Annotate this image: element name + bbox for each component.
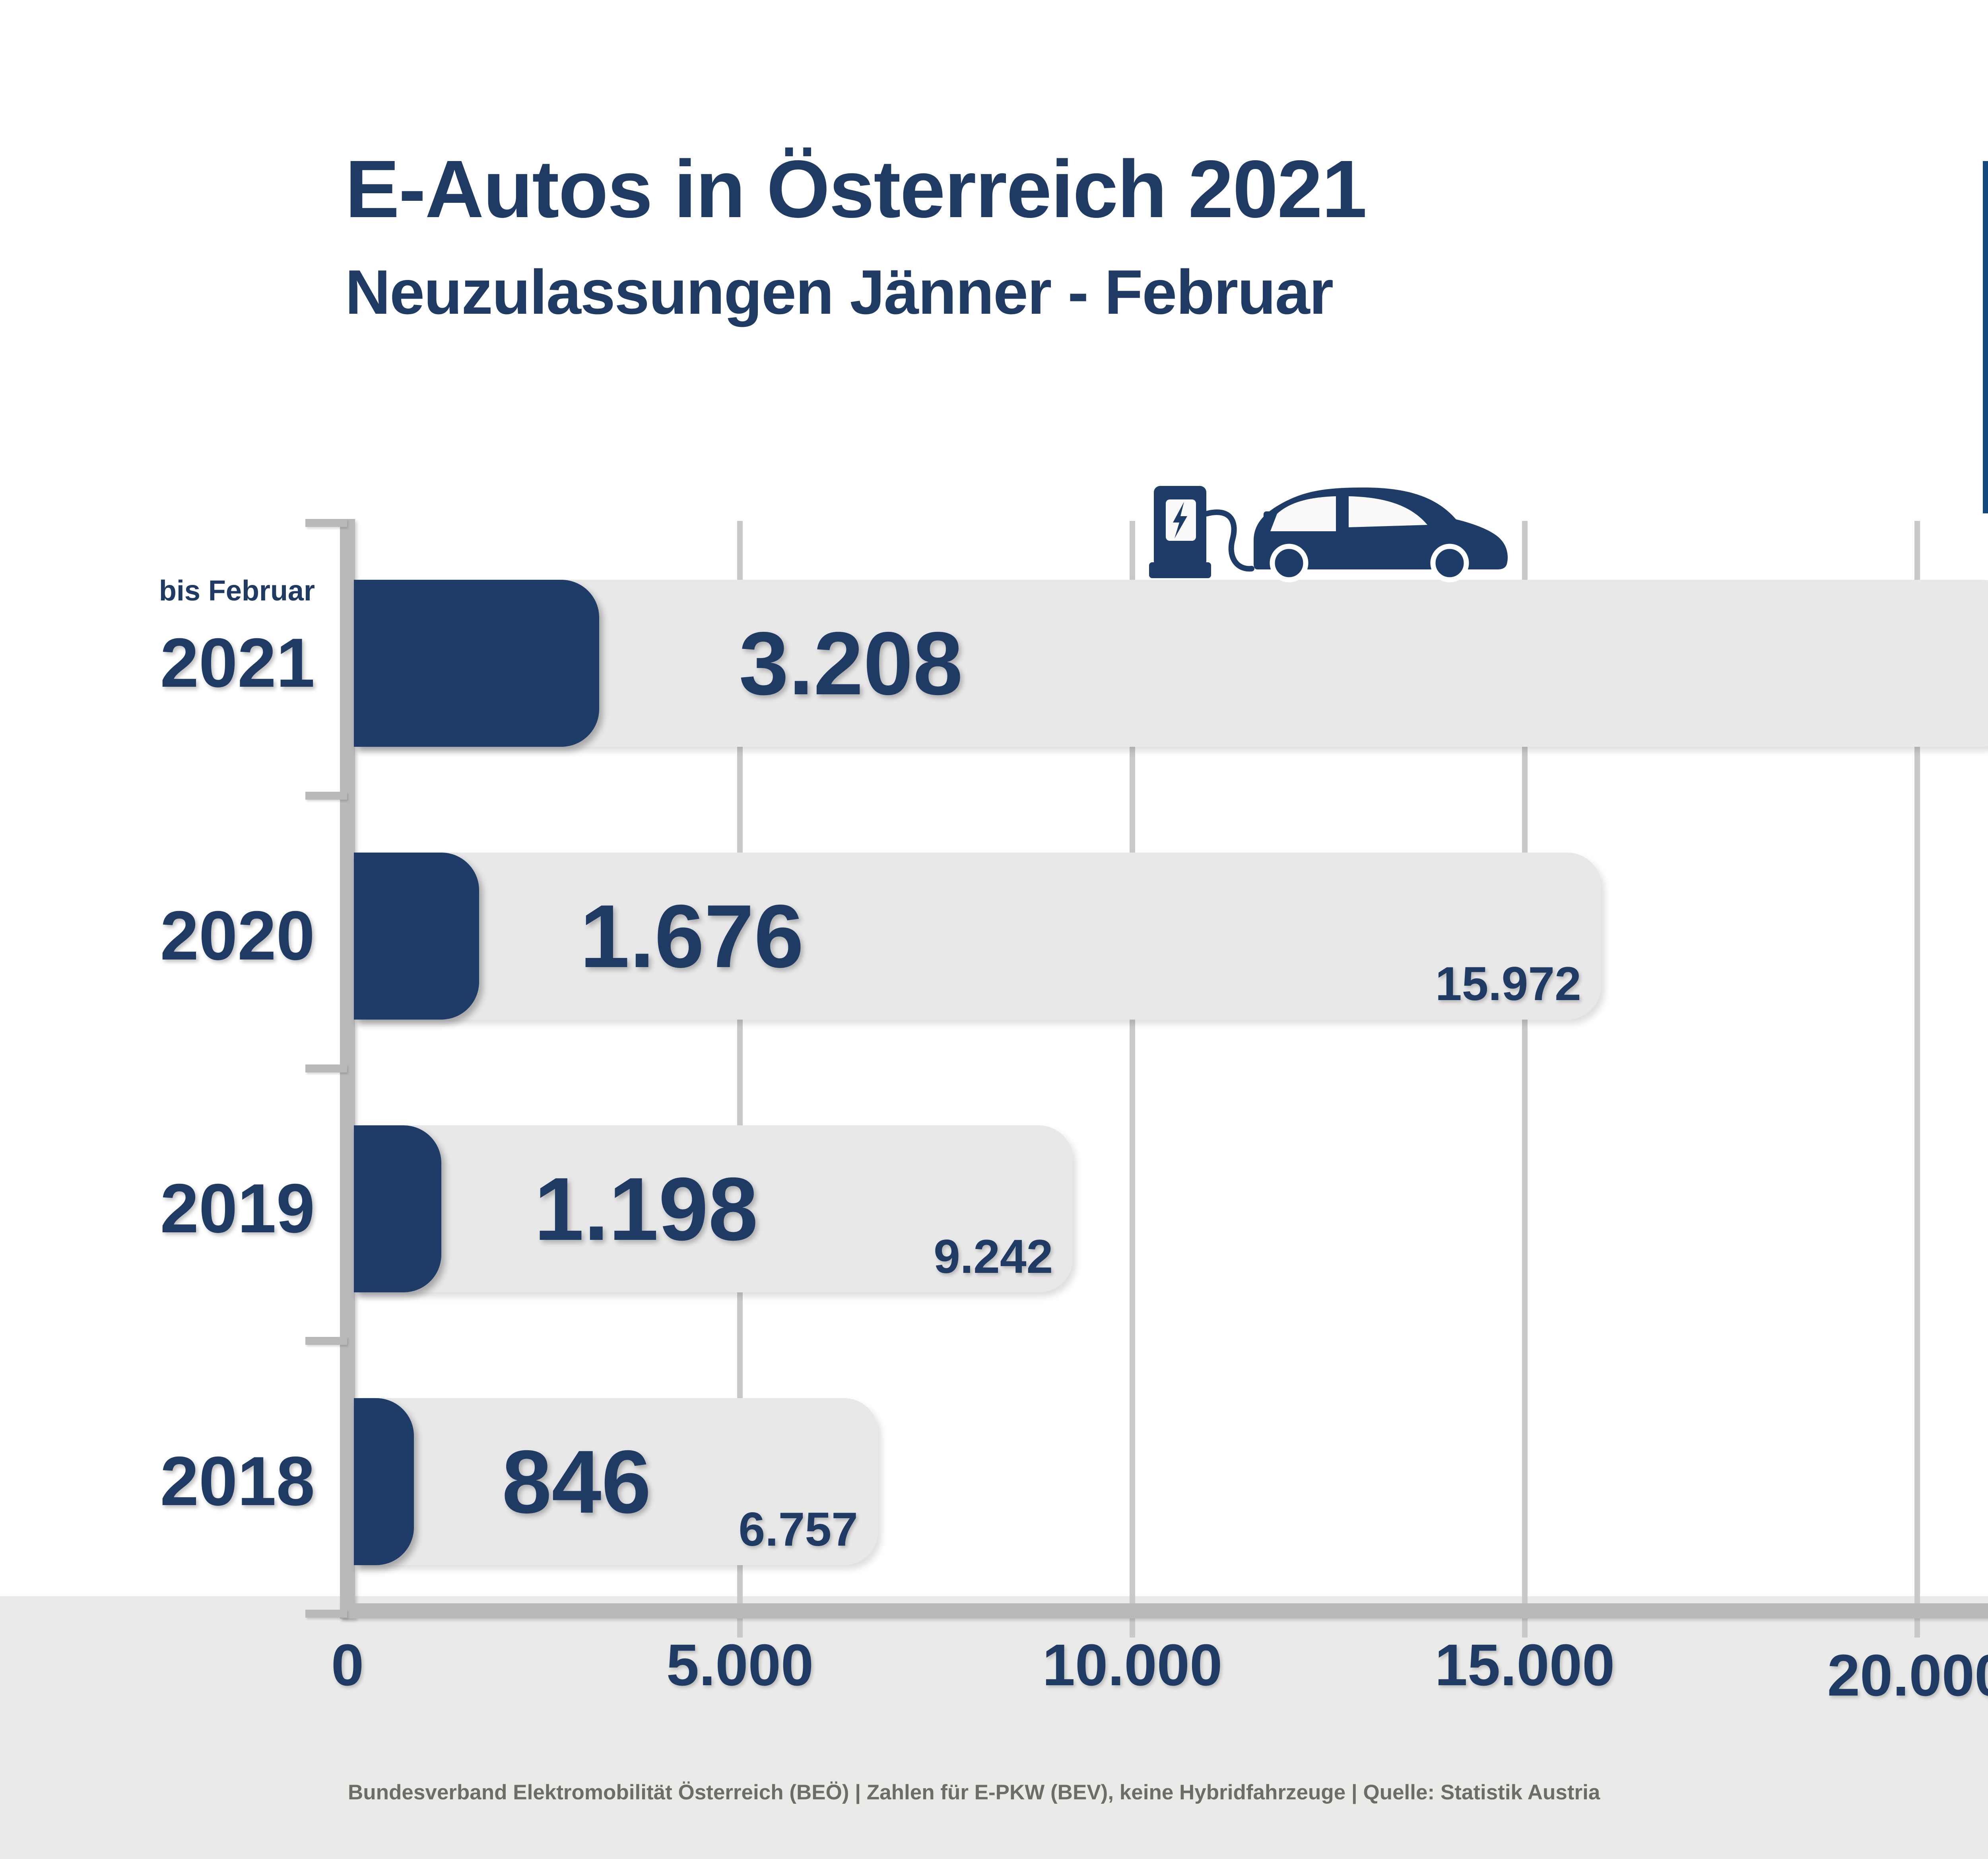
charging-station-icon [1149,486,1254,578]
car-rear-wheel [1430,544,1469,583]
car-front-wheel [1270,544,1309,583]
bottom-band [0,1596,1988,1859]
category-label-2019: 2019 [160,1170,315,1247]
x-tick-label-5.000: 5.000 [666,1632,814,1698]
page-title: E-Autos in Österreich 2021 [345,144,1367,235]
y-axis-tick-1 [305,792,347,800]
source-line: Bundesverband Elektromobilität Österreic… [348,1781,1600,1804]
lightning-bolt-icon [1173,502,1187,538]
value-label-2020: 1.676 [580,886,804,986]
value-label-2019: 1.198 [534,1159,758,1259]
gridline-10000 [1130,521,1135,1638]
bar-track-2021 [354,580,1988,747]
bar-value-2021 [354,580,600,747]
car-front-window [1270,496,1336,531]
bar-track-2018 [354,1398,878,1565]
x-axis-line [340,1603,1988,1618]
car-icon [1254,488,1508,583]
beo-logo: BE [1983,161,1988,513]
y-axis-tick-3 [305,1337,347,1345]
bar-value-2020 [354,853,479,1020]
category-note: bis Februar [159,575,315,607]
category-label-2018: 2018 [160,1443,315,1520]
charging-cable [1204,509,1254,572]
value-label-2021: 3.208 [739,613,963,713]
total-label-2018: 6.757 [738,1503,858,1556]
bar-track-2020 [354,853,1601,1020]
bar-track-2019 [354,1125,1073,1292]
category-label-2020: 2020 [160,897,315,975]
x-tick-label-20.000: 20.000 [1827,1643,1988,1708]
logo-square [1983,161,1988,513]
x-tick-label-15.000: 15.000 [1435,1632,1615,1698]
car-rear-window [1349,496,1427,527]
page-subtitle: Neuzulassungen Jänner - Februar [345,257,1334,327]
bar-value-2019 [354,1125,442,1292]
y-axis-tick-2 [305,1065,347,1072]
gridline-15000 [1522,521,1528,1638]
value-label-2018: 846 [502,1432,651,1532]
total-label-2019: 9.242 [934,1230,1053,1283]
bar-value-2018 [354,1398,414,1565]
category-label-2021: 2021 [160,624,315,702]
x-tick-label-10.000: 10.000 [1042,1632,1223,1698]
car-mirror [1264,511,1276,521]
y-axis-tick-0 [305,519,347,527]
gridline-5000 [737,521,743,1638]
total-label-2020: 15.972 [1435,957,1581,1010]
y-axis-tick-4 [305,1610,347,1618]
x-tick-label-0: 0 [331,1632,364,1698]
gridline-20000 [1914,521,1920,1638]
ev-charging-car-icon [1149,486,1508,583]
